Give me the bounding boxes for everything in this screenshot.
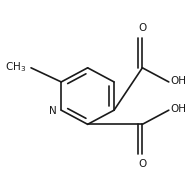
Text: OH: OH [171, 104, 187, 114]
Text: OH: OH [171, 76, 187, 86]
Text: O: O [138, 159, 146, 169]
Text: N: N [49, 106, 57, 116]
Text: O: O [138, 23, 146, 33]
Text: CH$_3$: CH$_3$ [5, 60, 26, 74]
